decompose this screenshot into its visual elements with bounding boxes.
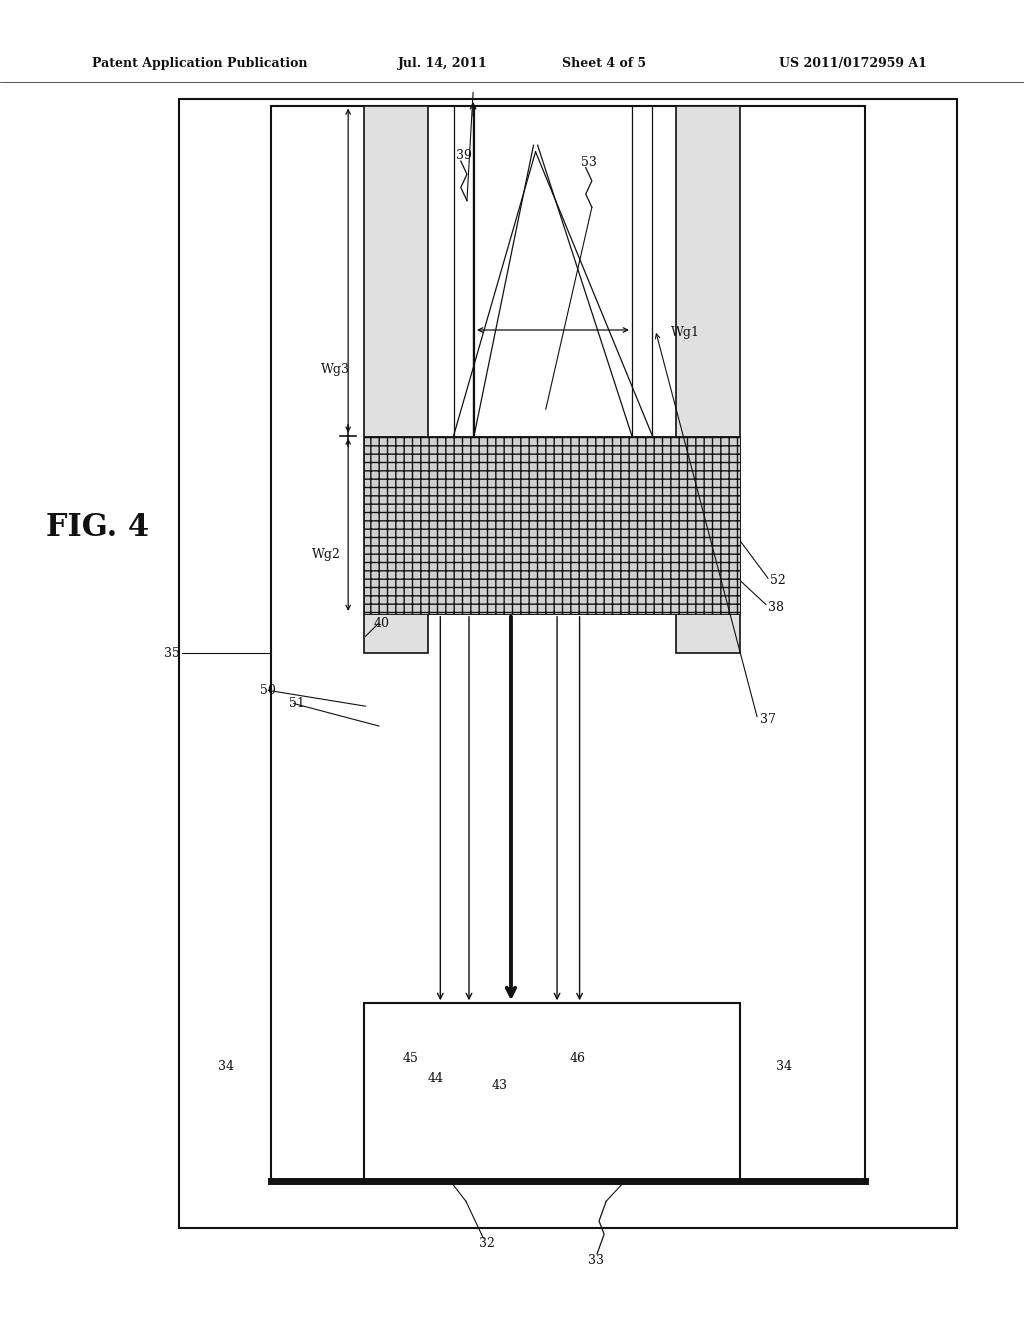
Text: 44: 44 (428, 1072, 444, 1085)
Bar (364, 436, 740, 614)
Text: Wg1: Wg1 (671, 326, 699, 339)
Text: Sheet 4 of 5: Sheet 4 of 5 (562, 57, 646, 70)
Text: 38: 38 (768, 601, 784, 614)
Bar (271, 106, 865, 1181)
Text: 34: 34 (776, 1060, 793, 1073)
Text: Jul. 14, 2011: Jul. 14, 2011 (397, 57, 487, 70)
Text: 34: 34 (218, 1060, 234, 1073)
Text: 43: 43 (492, 1078, 508, 1092)
Text: 50: 50 (260, 684, 276, 697)
Bar (364, 1003, 740, 1181)
Text: Wg3: Wg3 (321, 363, 349, 376)
Text: FIG. 4: FIG. 4 (46, 512, 150, 544)
Text: 51: 51 (289, 697, 305, 710)
Text: 52: 52 (770, 574, 785, 587)
Text: 35: 35 (164, 647, 180, 660)
Bar (364, 436, 740, 614)
Text: 39: 39 (456, 149, 472, 162)
Text: 46: 46 (569, 1052, 586, 1065)
Text: 33: 33 (588, 1254, 604, 1267)
Bar (364, 106, 428, 653)
Text: Patent Application Publication: Patent Application Publication (92, 57, 307, 70)
Text: 53: 53 (581, 156, 597, 169)
Text: 37: 37 (760, 713, 776, 726)
Text: Wg2: Wg2 (312, 548, 341, 561)
Bar (179, 99, 957, 1228)
Bar (676, 106, 740, 653)
Text: 40: 40 (374, 616, 390, 630)
Text: 45: 45 (402, 1052, 419, 1065)
Text: 32: 32 (479, 1237, 496, 1250)
Text: US 2011/0172959 A1: US 2011/0172959 A1 (779, 57, 927, 70)
